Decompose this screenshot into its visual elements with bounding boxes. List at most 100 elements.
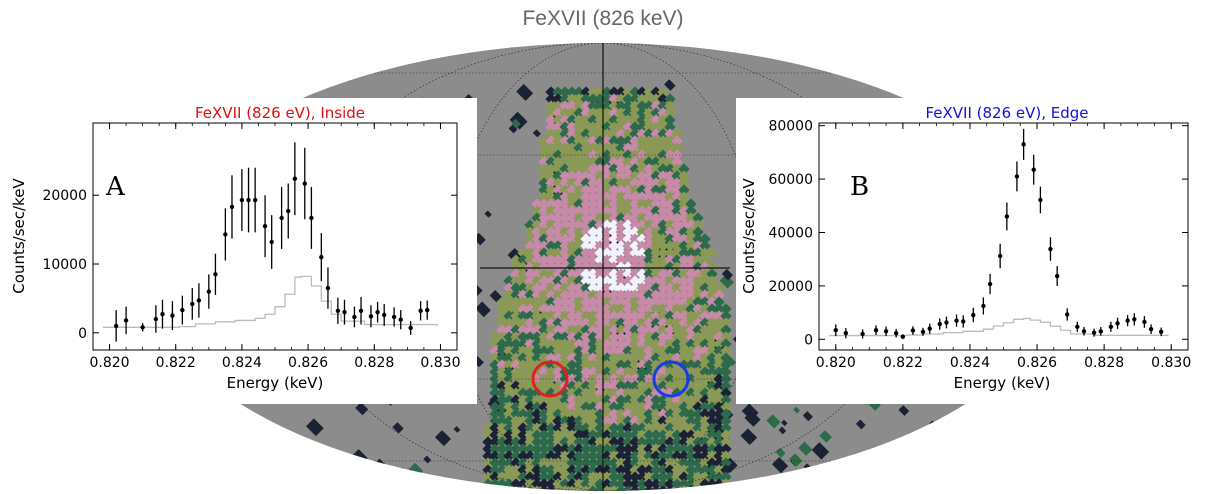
- data-point: [900, 334, 906, 339]
- emission-pixel: [510, 331, 522, 343]
- emission-pixel: [587, 422, 599, 434]
- emission-pixel: [510, 415, 522, 427]
- emission-pixel: [566, 275, 578, 287]
- emission-pixel: [608, 429, 620, 441]
- emission-pixel: [650, 163, 662, 175]
- emission-pixel: [664, 366, 676, 378]
- emission-pixel: [713, 436, 725, 448]
- emission-pixel: [531, 310, 543, 322]
- emission-pixel: [636, 149, 648, 161]
- emission-pixel: [657, 149, 669, 161]
- emission-pixel: [699, 282, 711, 294]
- emission-pixel: [615, 198, 627, 210]
- emission-pixel: [643, 317, 655, 329]
- emission-pixel: [650, 394, 662, 406]
- emission-pixel: [580, 247, 592, 259]
- emission-pixel: [573, 233, 585, 245]
- data-point: [1075, 324, 1080, 329]
- emission-pixel: [524, 408, 536, 420]
- emission-pixel: [720, 450, 732, 462]
- emission-pixel: [510, 471, 522, 483]
- emission-pixel: [629, 387, 641, 399]
- emission-pixel: [608, 324, 620, 336]
- emission-pixel: [699, 324, 711, 336]
- emission-pixel: [545, 170, 557, 182]
- emission-pixel: [524, 345, 536, 357]
- emission-pixel: [671, 471, 683, 483]
- emission-pixel: [552, 240, 564, 252]
- emission-pixel: [657, 331, 669, 343]
- emission-pixel: [559, 464, 571, 476]
- emission-pixel: [720, 429, 732, 441]
- emission-pixel: [566, 443, 578, 455]
- emission-pixel: [636, 254, 648, 266]
- emission-pixel: [608, 373, 620, 385]
- y-tick-label: 20000: [768, 279, 813, 295]
- emission-pixel: [650, 485, 662, 491]
- emission-pixel: [657, 170, 669, 182]
- emission-pixel: [552, 366, 564, 378]
- emission-pixel: [601, 345, 613, 357]
- emission-pixel: [636, 373, 648, 385]
- emission-pixel: [601, 170, 613, 182]
- emission-pixel: [531, 289, 543, 301]
- emission-pixel: [699, 296, 711, 308]
- emission-pixel: [629, 156, 641, 168]
- emission-pixel: [538, 282, 550, 294]
- emission-pixel: [601, 338, 613, 350]
- emission-pixel: [720, 387, 732, 399]
- emission-pixel: [671, 233, 683, 245]
- emission-pixel: [545, 338, 557, 350]
- emission-pixel: [608, 219, 620, 231]
- data-point: [239, 197, 245, 203]
- emission-pixel: [601, 408, 613, 420]
- emission-pixel: [573, 478, 585, 490]
- emission-pixel: [657, 177, 669, 189]
- emission-pixel: [587, 443, 599, 455]
- emission-pixel: [657, 163, 669, 175]
- emission-pixel: [503, 401, 515, 413]
- emission-pixel: [636, 380, 648, 392]
- emission-pixel: [531, 345, 543, 357]
- emission-pixel: [559, 275, 571, 287]
- emission-pixel: [657, 485, 669, 491]
- emission-pixel: [629, 296, 641, 308]
- emission-pixel: [636, 198, 648, 210]
- y-tick-label: 10000: [42, 257, 87, 273]
- emission-pixel: [678, 303, 690, 315]
- emission-pixel: [608, 184, 620, 196]
- emission-pixel: [685, 408, 697, 420]
- emission-pixel: [622, 324, 634, 336]
- emission-pixel: [552, 233, 564, 245]
- emission-pixel: [699, 303, 711, 315]
- emission-pixel: [699, 373, 711, 385]
- emission-pixel: [629, 464, 641, 476]
- emission-pixel: [545, 366, 557, 378]
- emission-pixel: [664, 191, 676, 203]
- emission-pixel: [524, 289, 536, 301]
- emission-pixel: [573, 359, 585, 371]
- emission-pixel: [524, 303, 536, 315]
- emission-pixel: [678, 240, 690, 252]
- data-point: [1004, 214, 1010, 219]
- emission-pixel: [615, 142, 627, 154]
- emission-pixel: [517, 352, 529, 364]
- emission-pixel: [559, 268, 571, 280]
- emission-pixel: [559, 135, 571, 147]
- emission-pixel: [699, 429, 711, 441]
- emission-pixel: [622, 464, 634, 476]
- emission-pixel: [517, 429, 529, 441]
- emission-pixel: [573, 331, 585, 343]
- emission-pixel: [636, 247, 648, 259]
- emission-pixel: [720, 436, 732, 448]
- emission-pixel: [587, 254, 599, 266]
- emission-pixel: [552, 184, 564, 196]
- emission-pixel: [587, 184, 599, 196]
- emission-pixel: [664, 436, 676, 448]
- data-point: [170, 313, 175, 318]
- emission-pixel: [517, 282, 529, 294]
- emission-pixel: [503, 450, 515, 462]
- emission-pixel: [524, 422, 536, 434]
- emission-pixel: [566, 296, 578, 308]
- emission-pixel: [678, 345, 690, 357]
